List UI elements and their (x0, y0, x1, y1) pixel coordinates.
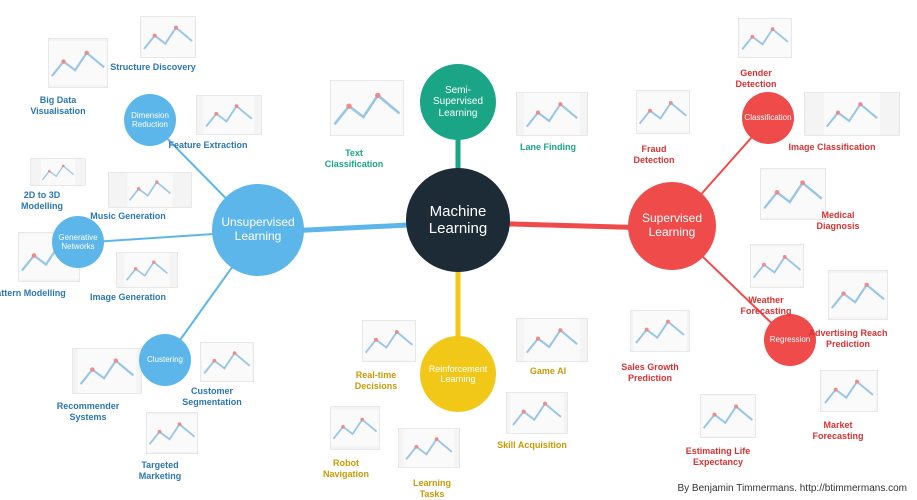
label-imgclass: Image Classification (782, 142, 882, 153)
label-learntasks: Learning Tasks (382, 478, 482, 500)
label-pattern: Pattern Modelling (0, 288, 78, 299)
label-struct: Structure Discovery (103, 62, 203, 73)
label-sales: Sales Growth Prediction (600, 362, 700, 384)
thumb-imgclass (804, 92, 900, 136)
thumb-textclass (330, 80, 404, 136)
thumb-music (108, 172, 192, 208)
label-skill: Skill Acquisition (482, 440, 582, 451)
thumb-learntasks (398, 428, 460, 468)
node-ml: Machine Learning (406, 168, 510, 272)
label-textclass: Text Classification (304, 148, 404, 170)
label-feat: Feature Extraction (158, 140, 258, 151)
thumb-target (146, 412, 198, 454)
credit-line: By Benjamin Timmermans. http://btimmerma… (677, 483, 907, 494)
label-gameai: Game AI (498, 366, 598, 377)
label-bigdata: Big Data Visualisation (8, 95, 108, 117)
label-adreach: Advertising Reach Prediction (798, 328, 898, 350)
thumb-bigdata (48, 38, 108, 88)
label-2d3d: 2D to 3D Modelling (0, 190, 92, 212)
node-semi: Semi- Supervised Learning (420, 64, 496, 140)
thumb-realtime (362, 320, 416, 362)
label-market: Market Forecasting (788, 420, 888, 442)
label-music: Music Generation (78, 211, 178, 222)
node-unsupervised: Unsupervised Learning (212, 184, 304, 276)
thumb-feat (196, 95, 262, 135)
thumb-gender (738, 18, 792, 58)
node-cluster: Clustering (139, 334, 191, 386)
label-gender: Gender Detection (706, 68, 806, 90)
label-fraud: Fraud Detection (604, 144, 704, 166)
label-realtime: Real-time Decisions (326, 370, 426, 392)
node-gen: Generative Networks (52, 216, 104, 268)
label-target: Targeted Marketing (110, 460, 210, 482)
thumb-2d3d (30, 158, 86, 186)
thumb-weather (750, 244, 804, 288)
thumb-life (700, 394, 756, 438)
thumb-adreach (828, 270, 888, 320)
label-robot: Robot Navigation (296, 458, 396, 480)
thumb-market (820, 370, 878, 412)
thumb-gameai (516, 318, 588, 362)
node-dimred: Dimension Reduction (124, 94, 176, 146)
label-lane: Lane Finding (498, 142, 598, 153)
label-life: Estimating Life Expectancy (668, 446, 768, 468)
thumb-struct (140, 16, 196, 58)
node-reinf: Reinforcement Learning (420, 336, 496, 412)
node-supervised: Supervised Learning (628, 182, 716, 270)
thumb-custseg (200, 342, 254, 382)
thumb-sales (630, 310, 690, 352)
label-custseg: Customer Segmentation (162, 386, 262, 408)
label-weather: Weather Forecasting (716, 295, 816, 317)
thumb-rec (72, 348, 142, 394)
thumb-fraud (636, 90, 690, 134)
node-class: Classification (742, 92, 794, 144)
thumb-lane (516, 92, 588, 136)
thumb-skill (506, 392, 568, 434)
thumb-imggen (116, 252, 178, 288)
label-rec: Recommender Systems (38, 401, 138, 423)
thumb-robot (330, 406, 380, 450)
label-imggen: Image Generation (78, 292, 178, 303)
label-med: Medical Diagnosis (788, 210, 888, 232)
